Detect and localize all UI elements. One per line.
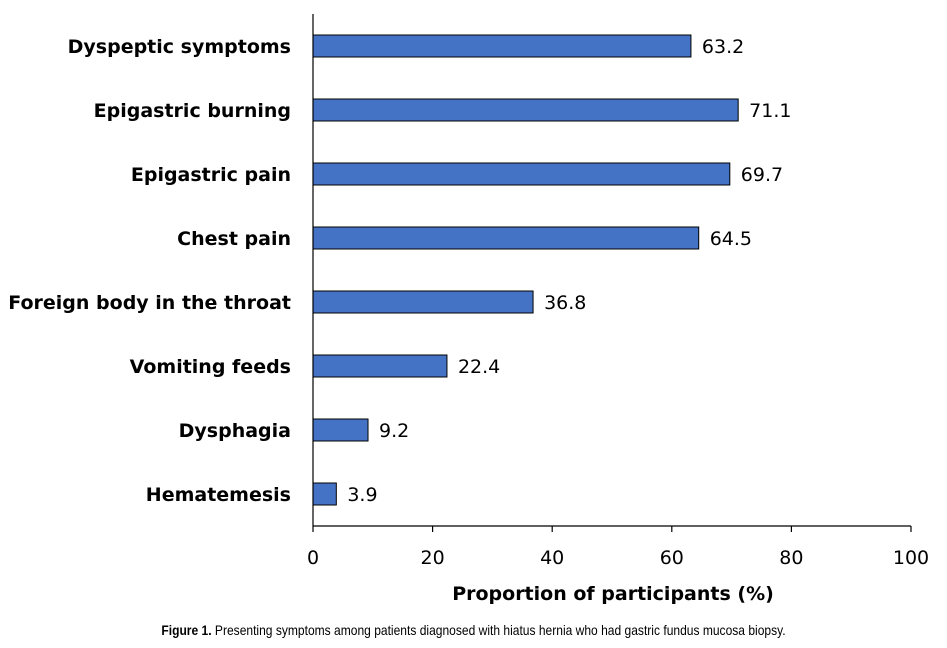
bar-chart: Dyspeptic symptoms Epigastric burning Epig… xyxy=(8,14,929,605)
category-label: Vomiting feeds xyxy=(130,356,291,378)
x-tick-label: 0 xyxy=(307,547,319,569)
category-label: Foreign body in the throat xyxy=(8,292,291,314)
bar-dyspeptic-symptoms xyxy=(312,34,692,58)
caption-text: Presenting symptoms among patients diagn… xyxy=(211,622,786,638)
value-label: 64.5 xyxy=(710,228,752,250)
value-label: 36.8 xyxy=(544,292,586,314)
value-label: 63.2 xyxy=(702,36,744,58)
caption-prefix: Figure 1. xyxy=(161,622,212,638)
bar-epigastric-pain xyxy=(312,162,731,186)
category-label: Hematemesis xyxy=(146,484,291,506)
category-label: Chest pain xyxy=(177,228,291,250)
value-label: 22.4 xyxy=(458,356,500,378)
x-tick-label: 60 xyxy=(660,547,684,569)
category-label: Dysphagia xyxy=(179,420,291,442)
category-label: Epigastric pain xyxy=(131,164,291,186)
figure-caption: Figure 1. Presenting symptoms among pati… xyxy=(66,622,880,638)
value-label: 3.9 xyxy=(347,484,377,506)
bar-foreign-body-in-the-throat xyxy=(312,290,534,314)
bar-vomiting-feeds xyxy=(312,354,448,378)
x-tick-label: 80 xyxy=(779,547,803,569)
bar-epigastric-burning xyxy=(312,98,739,122)
bar-dysphagia xyxy=(312,418,369,442)
category-label: Epigastric burning xyxy=(94,100,291,122)
bars-group xyxy=(312,34,739,506)
value-label: 9.2 xyxy=(379,420,409,442)
bar-hematemesis xyxy=(312,482,337,506)
x-axis-ticks: 0 20 40 60 80 100 xyxy=(307,526,929,569)
category-label: Dyspeptic symptoms xyxy=(68,36,291,58)
x-tick-label: 20 xyxy=(421,547,445,569)
bar-chest-pain xyxy=(312,226,700,250)
x-tick-label: 100 xyxy=(893,547,929,569)
value-label: 69.7 xyxy=(741,164,783,186)
value-label: 71.1 xyxy=(749,100,791,122)
category-labels: Dyspeptic symptoms Epigastric burning Epig… xyxy=(8,36,291,506)
x-axis-title: Proportion of participants (%) xyxy=(452,583,774,605)
x-tick-label: 40 xyxy=(540,547,564,569)
value-labels: 63.2 71.1 69.7 64.5 36.8 22.4 9.2 3.9 xyxy=(347,36,791,506)
